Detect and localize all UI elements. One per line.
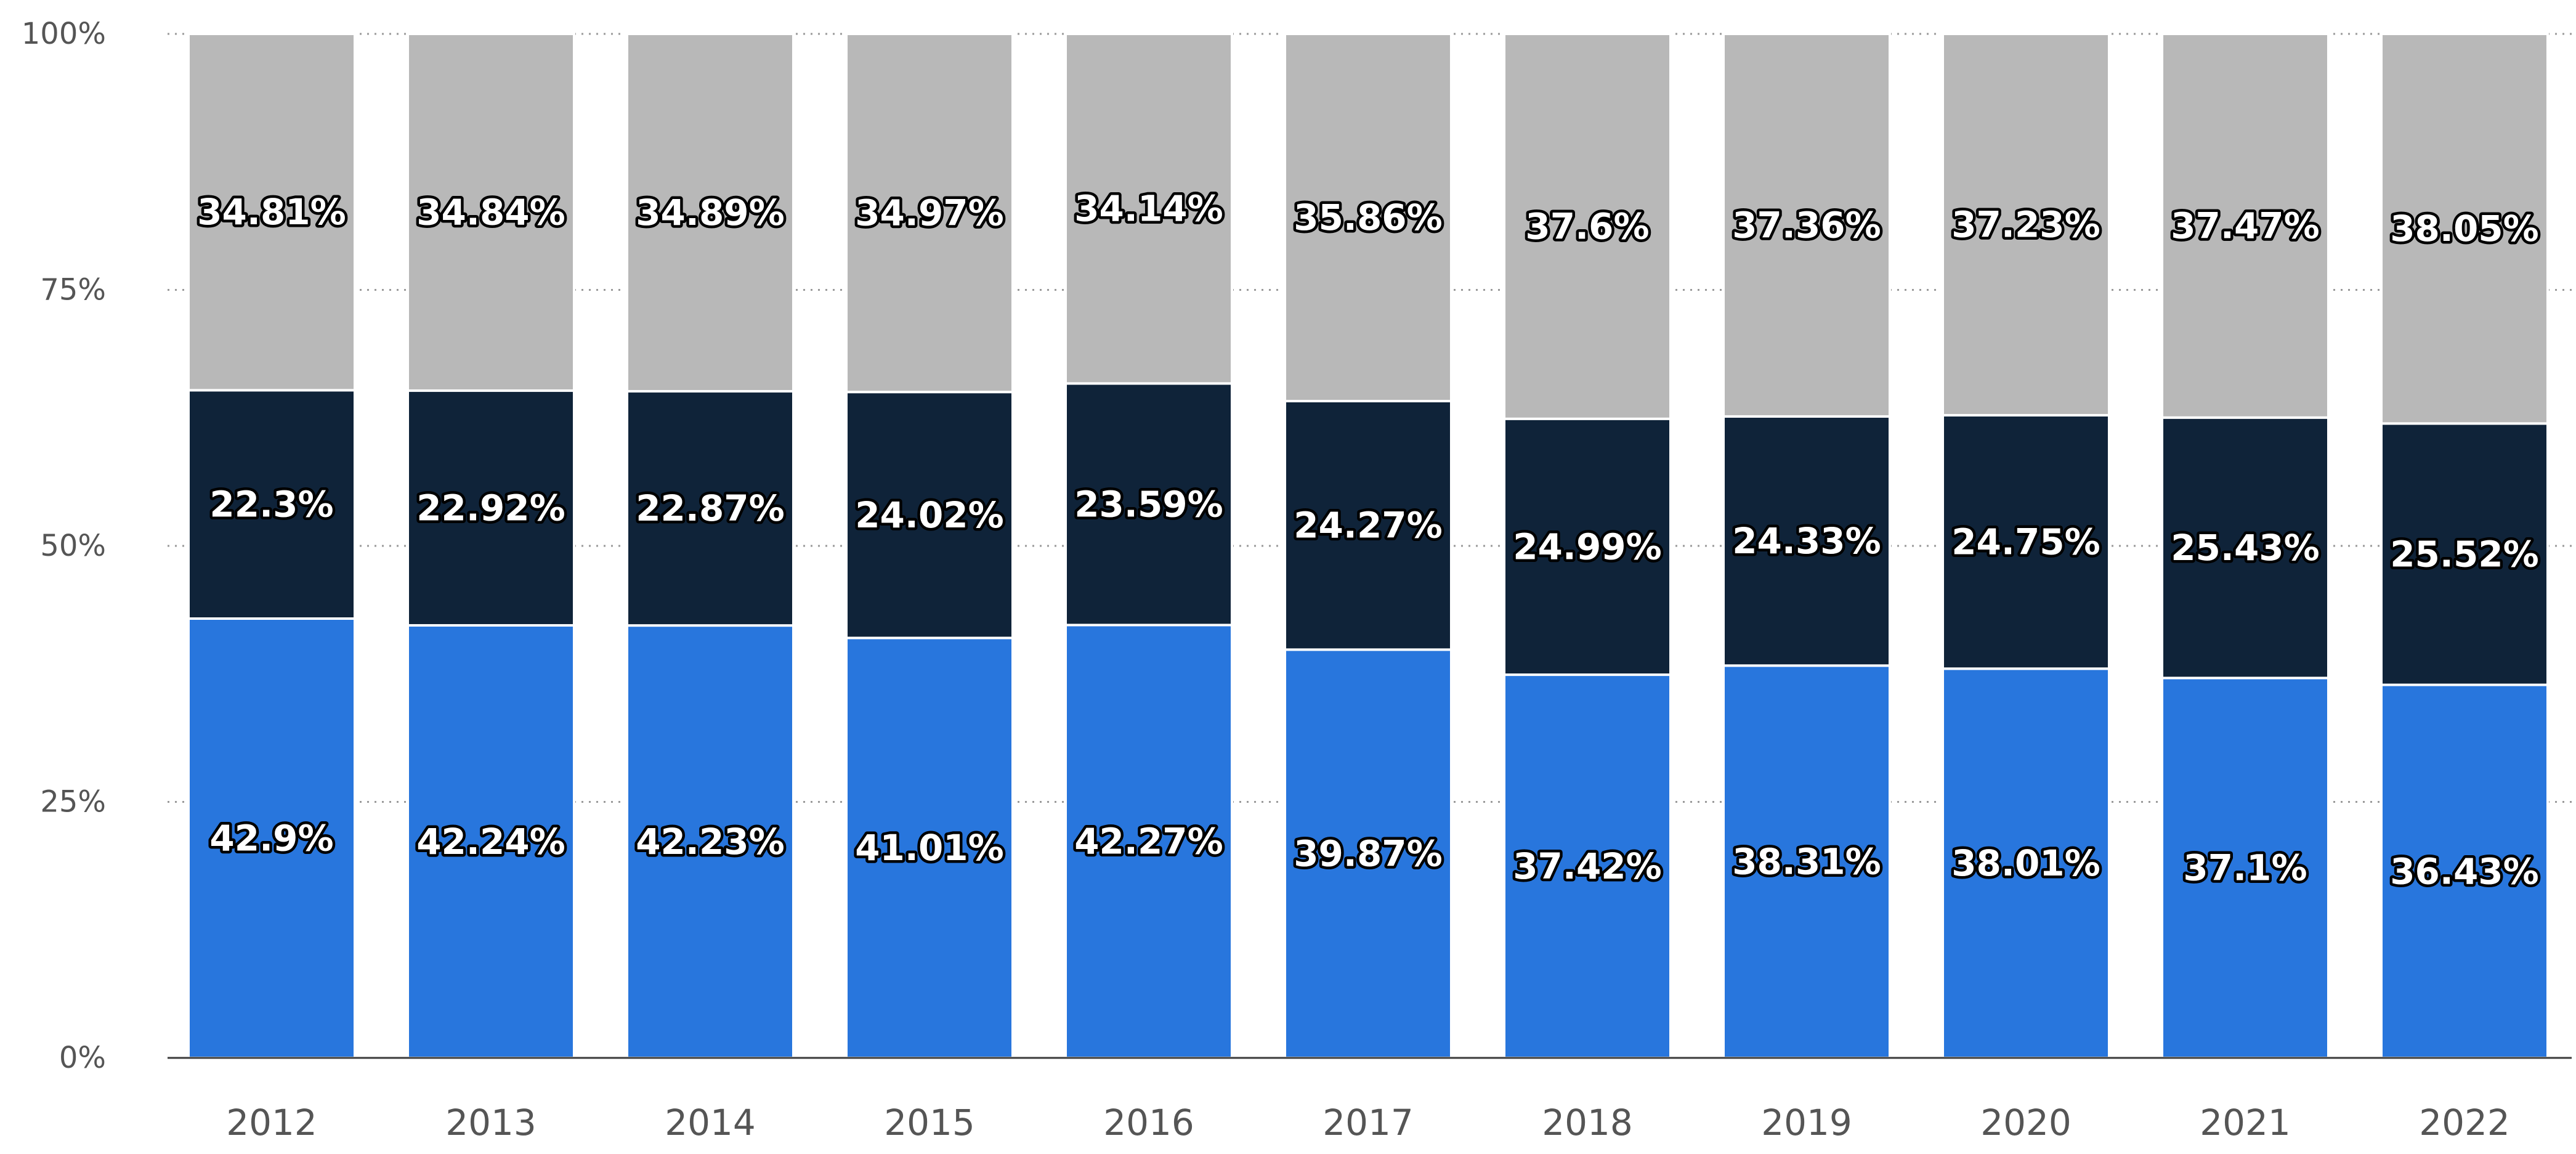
data-label-bottom: 37.1% (2183, 847, 2307, 889)
data-label-top: 34.14% (1074, 188, 1223, 230)
bar-segment-top (1722, 33, 1891, 418)
x-tick-label: 2017 (1322, 1102, 1414, 1144)
x-tick-label: 2018 (1542, 1102, 1633, 1144)
data-label-bottom: 38.31% (1732, 841, 1881, 883)
data-label-bottom: 42.9% (209, 818, 333, 859)
y-tick-label: 75% (40, 273, 106, 307)
data-label-top: 37.23% (1951, 203, 2100, 245)
x-tick-label: 2016 (1103, 1102, 1194, 1144)
bar-segment-top (1064, 33, 1233, 385)
axes: 0% 25% 50% 75% 100% 2012 2013 2014 2015 2016 2017 2… (22, 17, 2572, 1144)
bar-segment-top (845, 33, 1014, 394)
bar-segment-top (626, 33, 795, 393)
data-label-middle: 24.33% (1732, 520, 1881, 562)
bar-segment-bottom (845, 636, 1014, 1059)
data-label-middle: 24.27% (1294, 505, 1443, 547)
bar-segment-bottom (1503, 673, 1672, 1059)
data-label-top: 34.81% (197, 191, 346, 233)
bar-segment-bottom (187, 617, 356, 1059)
bar-segment-middle (1722, 415, 1891, 667)
bar-segment-bottom (1942, 667, 2110, 1059)
bar-segment-middle (2161, 416, 2330, 680)
x-tick-label: 2022 (2419, 1102, 2510, 1144)
data-label-bottom: 36.43% (2390, 850, 2539, 892)
data-label-middle: 25.43% (2171, 527, 2320, 569)
data-label-middle: 22.92% (416, 487, 565, 529)
x-tick-label: 2013 (445, 1102, 537, 1144)
data-label-top: 34.84% (416, 192, 565, 234)
data-label-bottom: 37.42% (1513, 845, 1662, 887)
bar-segment-bottom (407, 624, 575, 1059)
bar-segment-middle (1284, 399, 1452, 651)
bar-segment-middle (1064, 382, 1233, 627)
bar-segment-middle (845, 391, 1014, 640)
bar-segment-top (1284, 33, 1452, 402)
bar-segment-middle (1942, 413, 2110, 670)
bar-segment-top (407, 33, 575, 392)
data-label-bottom: 41.01% (855, 827, 1004, 869)
y-tick-label: 25% (40, 785, 106, 819)
x-tick-label: 2020 (1980, 1102, 2072, 1144)
y-tick-label: 50% (40, 529, 106, 563)
data-label-top: 37.6% (1525, 205, 1649, 247)
data-label-top: 37.36% (1732, 204, 1881, 246)
data-label-bottom: 42.27% (1074, 821, 1223, 863)
bar-segment-bottom (1722, 664, 1891, 1060)
data-label-middle: 22.87% (636, 487, 785, 529)
data-label-bottom: 38.01% (1951, 842, 2100, 884)
data-label-middle: 24.75% (1951, 521, 2100, 563)
data-label-middle: 22.3% (209, 484, 333, 526)
data-label-middle: 24.02% (855, 494, 1004, 536)
data-labels: 42.9% 22.3% 34.81% 42.24% 22.92% 34.84% 42.23%… (195, 185, 2542, 895)
bar-segment-top (2380, 33, 2549, 425)
bar-segment-bottom (2380, 683, 2549, 1060)
data-label-middle: 24.99% (1513, 526, 1662, 567)
bar-segment-middle (1503, 417, 1672, 677)
x-tick-label: 2015 (884, 1102, 975, 1144)
data-label-top: 34.97% (855, 192, 1004, 234)
bar-segment-bottom (626, 624, 795, 1059)
data-label-bottom: 39.87% (1294, 833, 1443, 875)
data-label-top: 37.47% (2171, 205, 2320, 246)
data-label-bottom: 42.23% (636, 821, 785, 863)
bar-segment-top (1942, 33, 2110, 416)
bar-segment-top (1503, 33, 1672, 420)
x-tick-label: 2014 (665, 1102, 756, 1144)
bar-segment-top (2161, 33, 2330, 419)
bar-segment-middle (407, 389, 575, 627)
data-label-middle: 23.59% (1074, 483, 1223, 525)
data-label-top: 35.86% (1294, 197, 1443, 238)
bar-segment-middle (187, 389, 356, 620)
x-tick-label: 2019 (1761, 1102, 1852, 1144)
bars (187, 33, 2549, 1060)
x-tick-label: 2012 (226, 1102, 317, 1144)
y-tick-label: 100% (22, 17, 106, 51)
x-tick-label: 2021 (2200, 1102, 2291, 1144)
y-tick-label: 0% (59, 1041, 106, 1075)
data-label-top: 34.89% (636, 192, 785, 234)
bar-segment-bottom (1064, 624, 1233, 1059)
bar-segment-middle (626, 390, 795, 627)
data-label-top: 38.05% (2390, 208, 2539, 250)
bar-segment-top (187, 33, 356, 392)
bar-segment-bottom (1284, 648, 1452, 1059)
data-label-bottom: 42.24% (416, 821, 565, 863)
data-label-middle: 25.52% (2390, 533, 2539, 575)
